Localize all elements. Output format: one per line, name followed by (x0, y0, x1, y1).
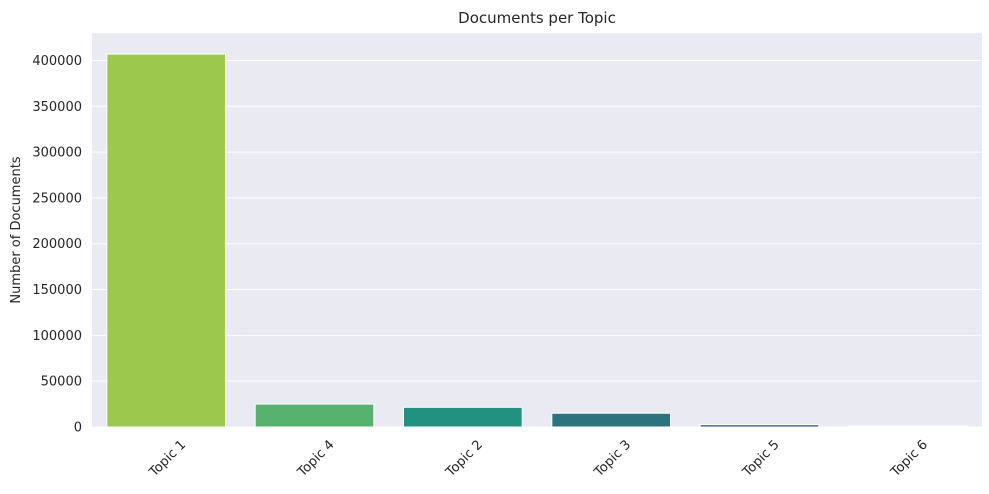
bar (106, 53, 226, 428)
x-tick-label: Topic 4 (294, 437, 337, 480)
bar (403, 406, 523, 428)
y-axis-title: Number of Documents (9, 156, 24, 303)
y-tick-label: 50000 (41, 375, 82, 390)
x-axis-ticks: Topic 1 Topic 4 Topic 2 Topic 3 Topic 5 Topic… (146, 437, 931, 480)
x-tick-label: Topic 5 (739, 437, 782, 480)
bar (848, 425, 968, 428)
y-tick-label: 350000 (32, 100, 82, 115)
bars (106, 53, 968, 428)
y-tick-label: 200000 (32, 237, 82, 252)
bar (254, 403, 375, 428)
chart-title: Documents per Topic (458, 9, 616, 27)
y-tick-label: 100000 (32, 329, 82, 344)
x-tick-label: Topic 3 (591, 437, 634, 480)
x-tick-label: Topic 2 (443, 437, 486, 480)
bar (699, 424, 820, 428)
y-axis-ticks: 0 50000 100000 150000 200000 250000 300000 3500… (32, 54, 82, 436)
y-tick-label: 300000 (32, 146, 82, 161)
bar (551, 412, 671, 428)
y-tick-label: 400000 (32, 54, 82, 69)
x-tick-label: Topic 6 (888, 437, 931, 480)
plot-background (92, 33, 982, 427)
y-tick-label: 150000 (32, 283, 82, 298)
y-tick-label: 250000 (32, 191, 82, 206)
y-tick-label: 0 (74, 421, 82, 436)
x-tick-label: Topic 1 (146, 437, 189, 480)
gridlines (92, 59, 982, 428)
